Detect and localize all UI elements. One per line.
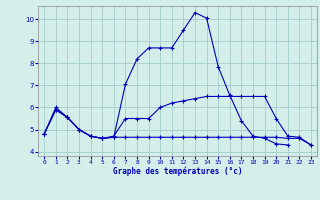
- X-axis label: Graphe des températures (°c): Graphe des températures (°c): [113, 167, 242, 176]
